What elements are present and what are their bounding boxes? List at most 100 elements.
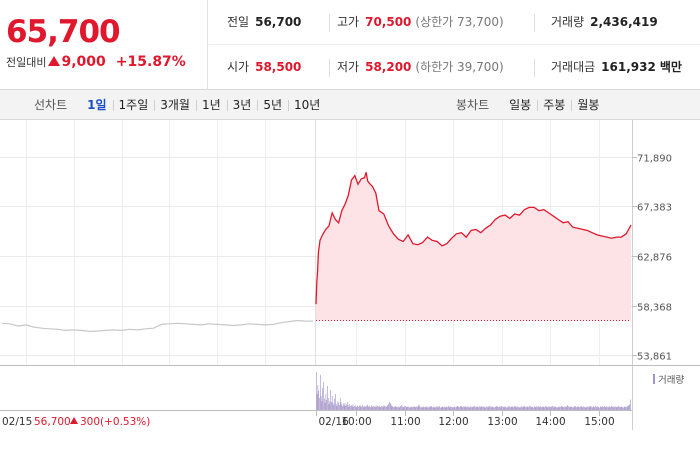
volume-bar bbox=[364, 406, 366, 410]
volume-value: 2,436,419 bbox=[590, 15, 658, 29]
volume-bar bbox=[343, 403, 344, 410]
volume-bar bbox=[436, 406, 437, 410]
tab-3y[interactable]: 3년 bbox=[226, 90, 258, 120]
volume-bar bbox=[560, 406, 561, 410]
tab-5y[interactable]: 5년 bbox=[257, 90, 288, 120]
volume-bar bbox=[620, 406, 622, 410]
volume-bar bbox=[593, 406, 595, 410]
volume-bar bbox=[489, 406, 491, 410]
change-row: 전일대비 9,000 +15.87% bbox=[6, 54, 186, 70]
volume-bar bbox=[425, 407, 427, 410]
volume-bar bbox=[512, 406, 514, 410]
volume-bar bbox=[479, 406, 481, 410]
volume-bar bbox=[396, 406, 397, 410]
volume-bar bbox=[454, 406, 456, 410]
divider bbox=[329, 14, 330, 32]
volume-bar bbox=[549, 406, 551, 410]
tab-1y[interactable]: 1년 bbox=[195, 90, 227, 120]
volume-bar bbox=[434, 406, 436, 410]
volume-bar bbox=[450, 406, 452, 410]
volume-bar bbox=[349, 404, 351, 410]
volume-bar bbox=[628, 405, 630, 410]
volume-bar bbox=[428, 406, 429, 410]
volume-bar bbox=[529, 406, 531, 410]
volume-bar bbox=[584, 407, 586, 410]
volume-bar bbox=[339, 398, 341, 410]
volume-bar bbox=[619, 407, 621, 410]
volume-bar bbox=[564, 406, 565, 410]
volume-bar bbox=[553, 407, 555, 410]
volume-bar bbox=[413, 406, 414, 410]
volume-bar bbox=[397, 406, 399, 410]
volume-bar bbox=[399, 406, 401, 410]
volume-bar bbox=[362, 405, 363, 410]
volume-bar bbox=[505, 406, 506, 410]
volume-bar bbox=[544, 407, 545, 410]
volume-bar bbox=[517, 406, 518, 410]
volume-bar bbox=[456, 406, 458, 410]
volume-bar bbox=[561, 406, 562, 410]
tab-1w[interactable]: 1주일 bbox=[112, 90, 155, 120]
volume-bar bbox=[452, 407, 454, 410]
prev-day-change: 300 bbox=[80, 416, 100, 428]
tab-1d[interactable]: 1일 bbox=[87, 98, 107, 112]
x-tick-label: 02/16 bbox=[319, 416, 350, 428]
trade-value-label: 거래대금 bbox=[551, 60, 596, 74]
volume-bar bbox=[445, 406, 447, 410]
high-value: 70,500 bbox=[365, 15, 412, 29]
volume-bar bbox=[520, 406, 522, 410]
volume-bar bbox=[487, 406, 488, 410]
volume-bar bbox=[354, 406, 355, 410]
volume-bar bbox=[475, 407, 476, 410]
volume-bar bbox=[356, 406, 358, 410]
tab-monthly-candle[interactable]: 월봉 bbox=[571, 90, 605, 120]
volume-bar bbox=[555, 406, 557, 410]
volume-bar bbox=[565, 407, 567, 410]
volume-bar bbox=[369, 406, 370, 410]
volume-bar bbox=[406, 407, 408, 410]
tab-weekly-candle[interactable]: 주봉 bbox=[537, 90, 571, 120]
volume-bar bbox=[459, 407, 460, 410]
tab-10y[interactable]: 10년 bbox=[288, 90, 326, 120]
volume-bar bbox=[316, 394, 318, 410]
volume-bar bbox=[357, 405, 358, 410]
volume-bar bbox=[598, 406, 600, 410]
volume-bar bbox=[545, 406, 547, 410]
prev-day-price-line bbox=[1, 319, 313, 333]
volume-bar bbox=[461, 406, 463, 410]
prev-day-line bbox=[1, 319, 313, 333]
y-tick-label: 62,876 bbox=[637, 253, 672, 264]
volume-bar bbox=[467, 406, 468, 410]
up-triangle-icon bbox=[48, 56, 61, 66]
volume-bar bbox=[333, 405, 335, 410]
volume-bar bbox=[474, 406, 475, 410]
volume-bar bbox=[524, 406, 526, 410]
prev-day-footer: 02/15 56,700 300 (+0.53%) bbox=[2, 416, 150, 428]
volume-bar bbox=[462, 407, 463, 410]
current-price: 65,700 bbox=[6, 14, 121, 50]
volume-bar bbox=[570, 406, 572, 410]
volume-bar bbox=[446, 406, 448, 410]
tab-3m[interactable]: 3개월 bbox=[154, 90, 196, 120]
volume-bar bbox=[497, 406, 498, 410]
volume-bar bbox=[379, 406, 381, 410]
volume-bar bbox=[488, 406, 490, 410]
tab-daily-candle[interactable]: 일봉 bbox=[509, 98, 532, 112]
volume-legend-swatch bbox=[653, 374, 655, 384]
volume-bar bbox=[448, 406, 450, 410]
volume-bar bbox=[325, 394, 327, 410]
volume-bar bbox=[487, 407, 489, 410]
volume-bar bbox=[393, 407, 395, 410]
volume-bar bbox=[319, 374, 321, 410]
volume-bar bbox=[394, 406, 396, 410]
volume-bar bbox=[506, 407, 508, 410]
trade-value: 161,932 bbox=[601, 60, 656, 74]
x-tick-label: 13:00 bbox=[487, 416, 517, 428]
volume-bar bbox=[479, 406, 480, 410]
lower-limit: (하한가 39,700) bbox=[415, 60, 504, 74]
low-label: 저가 bbox=[337, 60, 360, 74]
volume-bar bbox=[374, 407, 376, 410]
volume-bar bbox=[326, 400, 327, 410]
volume-bar bbox=[342, 406, 343, 410]
volume-bar bbox=[436, 406, 438, 410]
